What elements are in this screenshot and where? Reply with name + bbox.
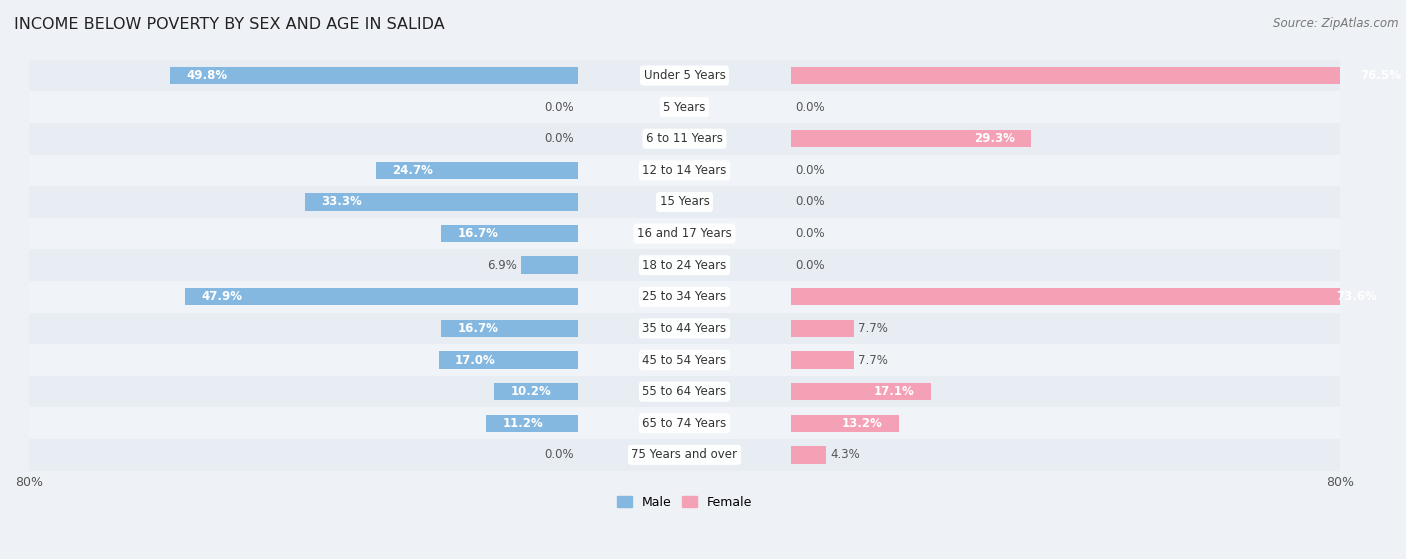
Bar xyxy=(186,288,578,305)
Bar xyxy=(170,67,578,84)
Bar xyxy=(441,320,578,337)
Text: 0.0%: 0.0% xyxy=(794,227,825,240)
Text: Under 5 Years: Under 5 Years xyxy=(644,69,725,82)
Bar xyxy=(441,225,578,242)
Text: 55 to 64 Years: 55 to 64 Years xyxy=(643,385,727,398)
Text: 17.0%: 17.0% xyxy=(456,353,496,367)
Text: 0.0%: 0.0% xyxy=(794,164,825,177)
Bar xyxy=(30,439,1340,471)
Text: 24.7%: 24.7% xyxy=(392,164,433,177)
Text: 47.9%: 47.9% xyxy=(202,290,243,304)
Bar xyxy=(30,91,1340,123)
Text: 13.2%: 13.2% xyxy=(842,416,883,430)
Text: INCOME BELOW POVERTY BY SEX AND AGE IN SALIDA: INCOME BELOW POVERTY BY SEX AND AGE IN S… xyxy=(14,17,444,32)
Bar xyxy=(305,193,578,211)
Text: 15 Years: 15 Years xyxy=(659,196,710,209)
Bar xyxy=(30,186,1340,218)
Bar xyxy=(30,60,1340,91)
Text: 0.0%: 0.0% xyxy=(544,132,574,145)
Text: 49.8%: 49.8% xyxy=(187,69,228,82)
Text: 16 and 17 Years: 16 and 17 Years xyxy=(637,227,733,240)
Bar xyxy=(495,383,578,400)
Text: 75 Years and over: 75 Years and over xyxy=(631,448,738,461)
Bar xyxy=(30,281,1340,312)
Text: 4.3%: 4.3% xyxy=(831,448,860,461)
Bar xyxy=(30,218,1340,249)
Bar xyxy=(792,320,853,337)
Text: 11.2%: 11.2% xyxy=(502,416,543,430)
Text: 16.7%: 16.7% xyxy=(457,322,498,335)
Bar xyxy=(792,351,853,369)
Text: Source: ZipAtlas.com: Source: ZipAtlas.com xyxy=(1274,17,1399,30)
Text: 7.7%: 7.7% xyxy=(858,353,889,367)
Text: 35 to 44 Years: 35 to 44 Years xyxy=(643,322,727,335)
Text: 7.7%: 7.7% xyxy=(858,322,889,335)
Bar xyxy=(30,312,1340,344)
Text: 0.0%: 0.0% xyxy=(794,101,825,113)
Text: 76.5%: 76.5% xyxy=(1361,69,1402,82)
Bar xyxy=(30,123,1340,154)
Bar xyxy=(439,351,578,369)
Legend: Male, Female: Male, Female xyxy=(612,491,756,514)
Text: 33.3%: 33.3% xyxy=(322,196,363,209)
Bar xyxy=(30,344,1340,376)
Text: 17.1%: 17.1% xyxy=(875,385,915,398)
Text: 12 to 14 Years: 12 to 14 Years xyxy=(643,164,727,177)
Text: 10.2%: 10.2% xyxy=(510,385,551,398)
Bar xyxy=(792,415,898,432)
Text: 65 to 74 Years: 65 to 74 Years xyxy=(643,416,727,430)
Bar xyxy=(375,162,578,179)
Text: 29.3%: 29.3% xyxy=(974,132,1015,145)
Text: 73.6%: 73.6% xyxy=(1337,290,1378,304)
Bar xyxy=(30,249,1340,281)
Text: 0.0%: 0.0% xyxy=(794,259,825,272)
Text: 45 to 54 Years: 45 to 54 Years xyxy=(643,353,727,367)
Text: 0.0%: 0.0% xyxy=(544,101,574,113)
Text: 5 Years: 5 Years xyxy=(664,101,706,113)
Bar xyxy=(30,408,1340,439)
Bar xyxy=(792,288,1393,305)
Bar xyxy=(30,154,1340,186)
Text: 0.0%: 0.0% xyxy=(794,196,825,209)
Text: 6.9%: 6.9% xyxy=(488,259,517,272)
Bar xyxy=(792,130,1031,148)
Text: 25 to 34 Years: 25 to 34 Years xyxy=(643,290,727,304)
Bar xyxy=(792,446,827,463)
Bar xyxy=(522,257,578,274)
Bar xyxy=(792,383,931,400)
Text: 6 to 11 Years: 6 to 11 Years xyxy=(645,132,723,145)
Text: 16.7%: 16.7% xyxy=(457,227,498,240)
Bar xyxy=(486,415,578,432)
Bar xyxy=(30,376,1340,408)
Text: 0.0%: 0.0% xyxy=(544,448,574,461)
Text: 18 to 24 Years: 18 to 24 Years xyxy=(643,259,727,272)
Bar xyxy=(792,67,1406,84)
